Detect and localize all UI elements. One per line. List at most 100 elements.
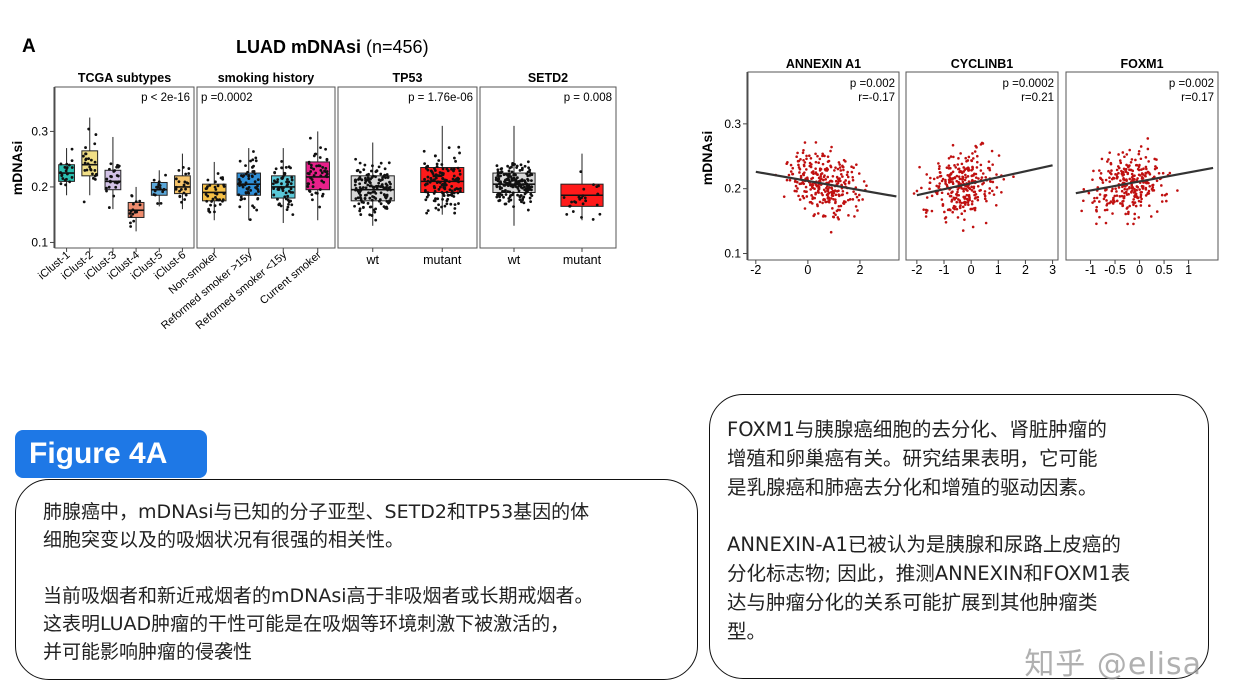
- jitter-point: [354, 197, 358, 201]
- scatter-point: [821, 162, 825, 166]
- jitter-point: [363, 163, 367, 167]
- scatter-point: [1133, 187, 1136, 191]
- jitter-point: [370, 198, 374, 202]
- scatter-point: [816, 204, 819, 208]
- jitter-point: [208, 210, 212, 214]
- jitter-point: [526, 208, 530, 212]
- figure-title-bold: LUAD mDNAsi: [236, 37, 361, 57]
- jitter-point: [457, 145, 461, 149]
- panel-letter: A: [22, 36, 36, 57]
- scatter-point: [837, 179, 841, 182]
- scatter-point: [928, 187, 931, 191]
- jitter-point: [366, 201, 370, 205]
- jitter-point: [426, 179, 430, 183]
- jitter-point: [254, 192, 258, 196]
- scatter-point: [814, 141, 818, 144]
- scatter-point: [786, 161, 789, 164]
- jitter-point: [437, 187, 441, 191]
- facet-title: CYCLINB1: [951, 57, 1014, 71]
- jitter-point: [318, 188, 322, 191]
- jitter-point: [434, 154, 437, 158]
- jitter-point: [438, 185, 442, 189]
- scatter-point: [1105, 203, 1109, 207]
- jitter-point: [108, 167, 111, 171]
- scatter-point: [1121, 200, 1124, 203]
- jitter-point: [132, 219, 136, 223]
- scatter-point: [818, 169, 822, 172]
- jitter-point: [114, 185, 118, 189]
- jitter-point: [527, 183, 531, 187]
- jitter-point: [85, 168, 89, 172]
- scatter-point: [957, 157, 960, 160]
- scatter-point: [803, 141, 807, 144]
- jitter-point: [360, 178, 364, 182]
- scatter-point: [973, 150, 977, 153]
- jitter-point: [591, 218, 595, 221]
- scatter-point: [960, 201, 963, 205]
- jitter-point: [384, 182, 388, 186]
- scatter-point: [1117, 171, 1120, 175]
- scatter-point: [983, 197, 987, 201]
- figure-tag: Figure 4A: [15, 430, 207, 478]
- scatter-point: [971, 225, 975, 229]
- jitter-point: [130, 194, 134, 197]
- jitter-point: [362, 168, 366, 172]
- scatter-point: [1120, 194, 1124, 198]
- jitter-point: [68, 180, 72, 184]
- scatter-point: [924, 215, 928, 218]
- scatter-point: [970, 159, 974, 163]
- jitter-point: [378, 199, 381, 203]
- scatter-point: [1138, 188, 1141, 191]
- scatter-point: [952, 155, 955, 159]
- paragraph-gap: [43, 554, 687, 582]
- jitter-point: [520, 166, 524, 170]
- scatter-point: [1115, 168, 1119, 172]
- jitter-point: [93, 169, 97, 172]
- jitter-point: [289, 182, 293, 186]
- jitter-point: [440, 163, 444, 166]
- jitter-point: [510, 170, 514, 174]
- jitter-point: [596, 192, 600, 196]
- jitter-point: [112, 170, 116, 173]
- scatter-point: [805, 190, 808, 193]
- jitter-point: [598, 212, 602, 216]
- scatter-point: [1117, 186, 1121, 189]
- scatter-point: [851, 178, 855, 182]
- jitter-point: [442, 183, 445, 187]
- jitter-point: [249, 188, 253, 192]
- jitter-point: [354, 188, 358, 192]
- scatter-point: [966, 175, 970, 178]
- jitter-point: [280, 160, 284, 163]
- jitter-point: [449, 202, 453, 206]
- scatter-point: [1153, 157, 1157, 161]
- scatter-point: [808, 161, 812, 165]
- scatter-point: [1120, 189, 1124, 193]
- jitter-point: [254, 156, 258, 160]
- scatter-point: [1112, 196, 1115, 200]
- jitter-point: [568, 204, 572, 208]
- scatter-point: [960, 212, 964, 216]
- jitter-point: [385, 205, 388, 209]
- facet-frame: [479, 86, 617, 249]
- jitter-point: [506, 190, 510, 193]
- scatter-point: [1155, 179, 1159, 183]
- summary-left-para-1: 肺腺癌中，mDNAsi与已知的分子亚型、SETD2和TP53基因的体 细胞突变以…: [43, 501, 590, 551]
- jitter-point: [112, 194, 116, 198]
- jitter-point: [281, 189, 285, 193]
- scatter-point: [962, 170, 966, 173]
- scatter-point: [797, 194, 800, 198]
- scatter-point: [1137, 149, 1141, 153]
- jitter-point: [445, 199, 449, 203]
- scatter-point: [1137, 216, 1141, 219]
- scatter-point: [990, 189, 994, 193]
- jitter-point: [435, 165, 439, 168]
- scatter-point: [822, 175, 826, 179]
- jitter-point: [158, 186, 162, 190]
- jitter-point: [129, 215, 133, 218]
- scatter-point: [990, 149, 994, 153]
- scatter-point: [1139, 145, 1143, 148]
- scatter-point: [976, 198, 980, 202]
- jitter-point: [309, 166, 313, 170]
- scatter-point: [991, 180, 995, 184]
- scatter-point: [821, 193, 824, 197]
